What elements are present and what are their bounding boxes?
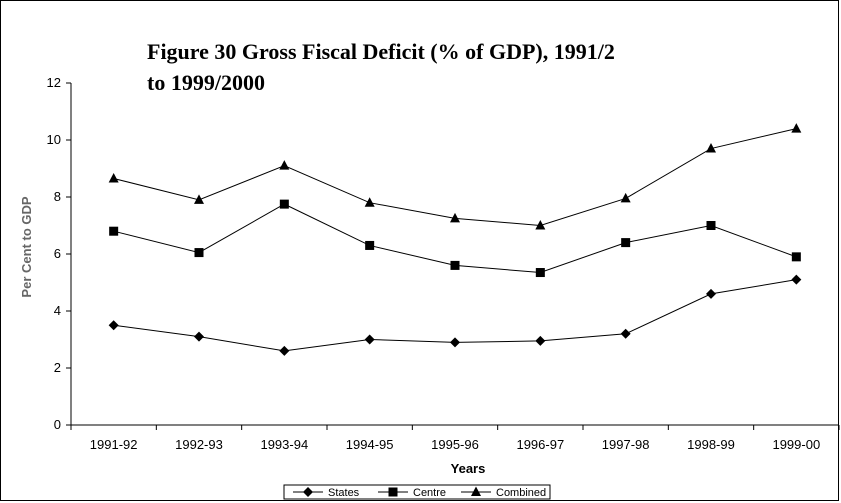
data-point-states — [108, 320, 119, 331]
data-point-centre — [621, 238, 631, 248]
data-point-combined — [620, 192, 631, 203]
x-tick-label: 1994-95 — [346, 437, 394, 452]
legend-label-centre: Centre — [413, 487, 446, 499]
y-tick-label: 8 — [54, 189, 61, 204]
y-tick-label: 10 — [47, 132, 61, 147]
x-tick-label: 1996-97 — [516, 437, 564, 452]
data-point-combined — [108, 172, 119, 183]
legend-label-states: States — [328, 487, 360, 499]
data-point-centre — [194, 248, 204, 258]
data-point-centre — [279, 199, 289, 209]
data-point-combined — [450, 212, 460, 223]
x-axis-title: Years — [451, 461, 486, 476]
legend-marker-combined — [471, 486, 481, 496]
y-tick-label: 6 — [54, 246, 61, 261]
legend-marker-centre — [388, 487, 398, 497]
legend-box — [283, 484, 551, 500]
y-tick-label: 0 — [54, 417, 61, 432]
y-tick-label: 4 — [54, 303, 61, 318]
x-tick-label: 1995-96 — [431, 437, 479, 452]
series-states — [108, 274, 802, 356]
data-point-centre — [365, 240, 375, 250]
legend-marker-states — [303, 487, 313, 497]
x-tick-label: 1999-00 — [772, 437, 820, 452]
data-point-combined — [279, 160, 290, 170]
series-combined — [108, 123, 802, 230]
x-tick-labels: 1991-92 1992-93 1993-94 1994-95 1995-96 1996-… — [90, 437, 820, 452]
data-point-combined — [194, 194, 204, 204]
data-point-states — [279, 345, 290, 356]
data-point-states — [535, 335, 546, 346]
data-point-states — [450, 337, 460, 348]
x-tick-label: 1997-98 — [602, 437, 650, 452]
data-point-states — [791, 274, 802, 285]
data-point-states — [620, 328, 631, 339]
y-tick-label: 12 — [47, 75, 61, 90]
chart-title-line-2: to 1999/2000 — [147, 70, 265, 95]
data-point-centre — [450, 260, 460, 270]
axes — [66, 82, 840, 430]
chart-title-line-1: Figure 30 Gross Fiscal Deficit (% of GDP… — [147, 39, 615, 64]
legend-label-combined: Combined — [496, 487, 546, 499]
data-point-states — [364, 334, 375, 345]
y-tick-label: 2 — [54, 360, 61, 375]
y-axis-title: Per Cent to GDP — [19, 196, 34, 297]
data-point-states — [706, 288, 716, 299]
data-point-centre — [791, 252, 801, 262]
y-tick-labels: 0 2 4 6 8 10 12 — [47, 75, 61, 432]
series-layer — [108, 123, 802, 356]
data-point-combined — [791, 123, 802, 133]
legend: States Centre Combined — [283, 484, 551, 500]
x-tick-label: 1991-92 — [90, 437, 138, 452]
data-point-centre — [109, 226, 119, 236]
data-point-states — [194, 331, 204, 342]
data-point-combined — [706, 143, 716, 153]
series-centre — [109, 199, 801, 278]
data-point-combined — [364, 197, 375, 207]
data-point-combined — [535, 220, 546, 230]
data-point-centre — [535, 268, 545, 278]
series-line-combined — [113, 128, 797, 227]
x-tick-label: 1992-93 — [175, 437, 223, 452]
x-tick-label: 1993-94 — [260, 437, 308, 452]
x-tick-label: 1998-99 — [687, 437, 735, 452]
data-point-centre — [706, 221, 716, 230]
